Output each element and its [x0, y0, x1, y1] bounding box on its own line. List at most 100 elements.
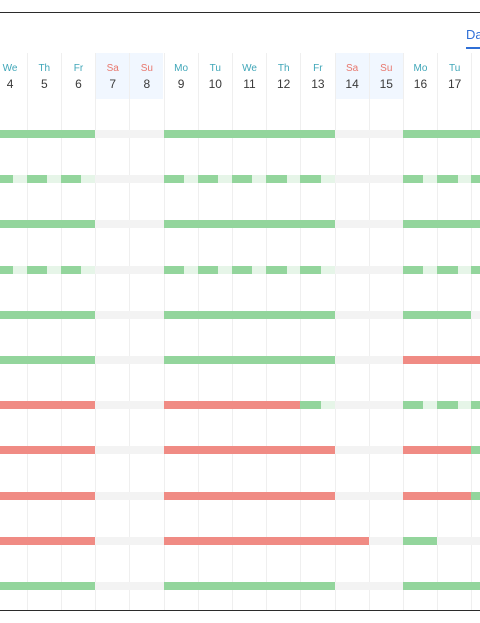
partial-available-bar[interactable]	[402, 265, 424, 274]
day-header[interactable]: Su 15	[369, 53, 403, 99]
available-bar[interactable]	[197, 130, 233, 138]
unavailable-bar[interactable]	[266, 446, 301, 455]
available-bar[interactable]	[437, 130, 472, 138]
unavailable-bar[interactable]	[437, 491, 472, 500]
available-bar[interactable]	[266, 220, 301, 229]
available-bar[interactable]	[231, 310, 267, 319]
available-bar[interactable]	[300, 310, 335, 319]
unavailable-bar[interactable]	[0, 446, 28, 455]
available-bar[interactable]	[266, 310, 301, 319]
unavailable-bar[interactable]	[197, 491, 233, 500]
available-bar[interactable]	[26, 220, 62, 229]
unavailable-bar[interactable]	[197, 401, 233, 410]
unavailable-bar[interactable]	[231, 536, 267, 545]
unavailable-bar[interactable]	[26, 446, 62, 455]
unavailable-bar[interactable]	[0, 536, 28, 545]
day-header[interactable]: Fr 6	[62, 53, 95, 99]
unavailable-bar[interactable]	[26, 491, 62, 500]
unavailable-bar[interactable]	[26, 536, 62, 545]
available-bar[interactable]	[0, 220, 28, 229]
unavailable-bar[interactable]	[0, 491, 28, 500]
available-bar[interactable]	[0, 582, 28, 590]
available-bar[interactable]	[0, 356, 28, 364]
partial-available-bar[interactable]	[300, 265, 321, 274]
unavailable-bar[interactable]	[402, 491, 438, 500]
available-bar[interactable]	[402, 536, 438, 545]
available-bar[interactable]	[163, 130, 199, 138]
available-bar[interactable]	[60, 220, 96, 229]
partial-available-bar[interactable]	[300, 401, 321, 410]
available-bar[interactable]	[163, 310, 199, 319]
available-bar[interactable]	[197, 220, 233, 229]
available-bar[interactable]	[402, 130, 438, 138]
available-bar[interactable]	[197, 356, 233, 364]
unavailable-bar[interactable]	[231, 491, 267, 500]
partial-available-bar[interactable]	[60, 265, 82, 274]
available-bar[interactable]	[0, 130, 28, 138]
partial-available-bar[interactable]	[437, 401, 458, 410]
unavailable-bar[interactable]	[402, 446, 438, 455]
available-bar[interactable]	[300, 356, 335, 364]
available-bar[interactable]	[26, 356, 62, 364]
available-bar[interactable]	[300, 582, 335, 590]
day-header[interactable]: Su 8	[130, 53, 164, 99]
available-bar[interactable]	[197, 582, 233, 590]
partial-available-bar[interactable]	[231, 175, 253, 184]
available-bar[interactable]	[163, 356, 199, 364]
partial-available-bar[interactable]	[26, 265, 48, 274]
available-bar[interactable]	[197, 310, 233, 319]
day-header[interactable]: Sa 7	[96, 53, 130, 99]
available-bar[interactable]	[163, 220, 199, 229]
available-bar[interactable]	[300, 220, 335, 229]
day-header[interactable]: Sa 14	[335, 53, 369, 99]
available-bar[interactable]	[402, 310, 438, 319]
available-bar[interactable]	[26, 582, 62, 590]
available-bar[interactable]	[0, 310, 28, 319]
available-bar[interactable]	[266, 130, 301, 138]
available-bar[interactable]	[60, 356, 96, 364]
available-bar[interactable]	[471, 130, 480, 138]
partial-available-bar[interactable]	[163, 265, 185, 274]
available-bar[interactable]	[60, 582, 96, 590]
available-bar[interactable]	[266, 356, 301, 364]
partial-available-bar[interactable]	[266, 175, 287, 184]
available-bar[interactable]	[231, 356, 267, 364]
available-bar[interactable]	[402, 220, 438, 229]
day-header[interactable]: Tu 17	[438, 53, 471, 99]
available-bar[interactable]	[60, 130, 96, 138]
unavailable-bar[interactable]	[231, 401, 267, 410]
unavailable-bar[interactable]	[437, 356, 472, 364]
available-bar[interactable]	[471, 491, 480, 500]
available-bar[interactable]	[60, 310, 96, 319]
available-bar[interactable]	[231, 130, 267, 138]
available-bar[interactable]	[437, 582, 472, 590]
unavailable-bar[interactable]	[60, 491, 96, 500]
day-header[interactable]: Tu 10	[199, 53, 232, 99]
available-bar[interactable]	[163, 582, 199, 590]
unavailable-bar[interactable]	[266, 401, 301, 410]
unavailable-bar[interactable]	[60, 446, 96, 455]
partial-available-bar[interactable]	[471, 401, 480, 410]
unavailable-bar[interactable]	[266, 536, 301, 545]
unavailable-bar[interactable]	[60, 536, 96, 545]
available-bar[interactable]	[437, 220, 472, 229]
unavailable-bar[interactable]	[0, 401, 28, 410]
partial-available-bar[interactable]	[163, 175, 185, 184]
unavailable-bar[interactable]	[266, 491, 301, 500]
unavailable-bar[interactable]	[163, 491, 199, 500]
day-header[interactable]: Th 5	[28, 53, 61, 99]
available-bar[interactable]	[266, 582, 301, 590]
available-bar[interactable]	[471, 582, 480, 590]
partial-available-bar[interactable]	[26, 175, 48, 184]
unavailable-bar[interactable]	[60, 401, 96, 410]
available-bar[interactable]	[300, 130, 335, 138]
partial-available-bar[interactable]	[60, 175, 82, 184]
unavailable-bar[interactable]	[334, 536, 370, 545]
day-header[interactable]: Fr 13	[301, 53, 334, 99]
unavailable-bar[interactable]	[197, 446, 233, 455]
unavailable-bar[interactable]	[26, 401, 62, 410]
unavailable-bar[interactable]	[163, 536, 199, 545]
unavailable-bar[interactable]	[300, 536, 335, 545]
available-bar[interactable]	[402, 582, 438, 590]
day-header[interactable]: Mo 16	[404, 53, 437, 99]
